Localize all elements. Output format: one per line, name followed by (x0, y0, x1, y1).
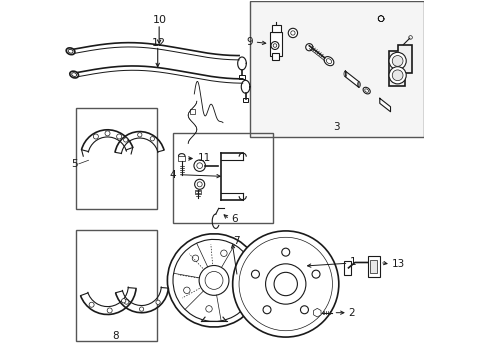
Bar (239, 75, 244, 79)
Ellipse shape (364, 89, 368, 92)
Ellipse shape (343, 71, 346, 77)
Circle shape (196, 163, 202, 168)
Circle shape (156, 300, 160, 305)
Bar (344, 261, 350, 275)
Ellipse shape (324, 57, 333, 66)
Text: 10: 10 (153, 15, 167, 26)
Bar (271, 26, 281, 32)
Text: 1: 1 (349, 257, 356, 267)
Text: 4: 4 (169, 170, 176, 180)
Circle shape (105, 131, 110, 136)
Ellipse shape (178, 154, 184, 158)
Circle shape (273, 44, 276, 47)
Circle shape (265, 264, 305, 304)
Bar (76, 108, 156, 209)
Bar (189, 109, 195, 114)
Polygon shape (388, 45, 411, 86)
Circle shape (137, 133, 142, 137)
Circle shape (273, 272, 297, 296)
Text: 9: 9 (246, 37, 253, 47)
Circle shape (408, 36, 411, 39)
Bar (178, 156, 185, 161)
Ellipse shape (325, 59, 331, 64)
Bar (172, 134, 273, 223)
Circle shape (107, 308, 112, 313)
Circle shape (194, 179, 204, 189)
Text: 5: 5 (71, 159, 78, 169)
Circle shape (150, 136, 154, 141)
Bar (242, 98, 248, 102)
Text: 12: 12 (152, 38, 166, 48)
Bar (76, 230, 156, 341)
Circle shape (122, 299, 125, 303)
Circle shape (183, 287, 190, 293)
Circle shape (117, 134, 122, 139)
Circle shape (270, 41, 278, 49)
Circle shape (220, 250, 226, 256)
Circle shape (192, 255, 198, 261)
Circle shape (205, 306, 212, 312)
Circle shape (388, 52, 406, 69)
Polygon shape (379, 98, 390, 112)
Ellipse shape (72, 73, 77, 76)
Circle shape (89, 302, 94, 307)
Ellipse shape (68, 49, 73, 53)
Circle shape (391, 70, 402, 81)
Circle shape (305, 44, 312, 51)
Bar (249, 1, 423, 137)
Text: 6: 6 (230, 215, 237, 224)
Polygon shape (345, 71, 358, 87)
Circle shape (311, 270, 319, 278)
Ellipse shape (363, 87, 369, 94)
Circle shape (232, 231, 338, 337)
Circle shape (388, 67, 406, 84)
Circle shape (197, 182, 202, 187)
Text: 3: 3 (333, 122, 339, 132)
Circle shape (204, 271, 223, 289)
Circle shape (391, 55, 402, 66)
Circle shape (93, 134, 98, 139)
Text: 8: 8 (112, 331, 119, 341)
Bar (269, 32, 282, 55)
Circle shape (300, 306, 308, 314)
Circle shape (281, 248, 289, 256)
Bar (369, 260, 376, 273)
Circle shape (290, 31, 294, 35)
Text: 2: 2 (348, 308, 354, 318)
Circle shape (263, 306, 270, 314)
Circle shape (139, 307, 143, 311)
Bar (271, 53, 278, 60)
Text: 7: 7 (233, 236, 239, 246)
Circle shape (251, 270, 259, 278)
Circle shape (123, 138, 128, 142)
Text: 13: 13 (391, 259, 404, 269)
Circle shape (287, 28, 297, 38)
Ellipse shape (70, 71, 79, 78)
Ellipse shape (357, 82, 360, 87)
Circle shape (199, 265, 228, 295)
Circle shape (194, 160, 205, 171)
Bar (367, 256, 379, 277)
Bar (195, 190, 201, 194)
Circle shape (123, 299, 129, 304)
Ellipse shape (66, 48, 75, 55)
Text: 11: 11 (198, 153, 211, 163)
